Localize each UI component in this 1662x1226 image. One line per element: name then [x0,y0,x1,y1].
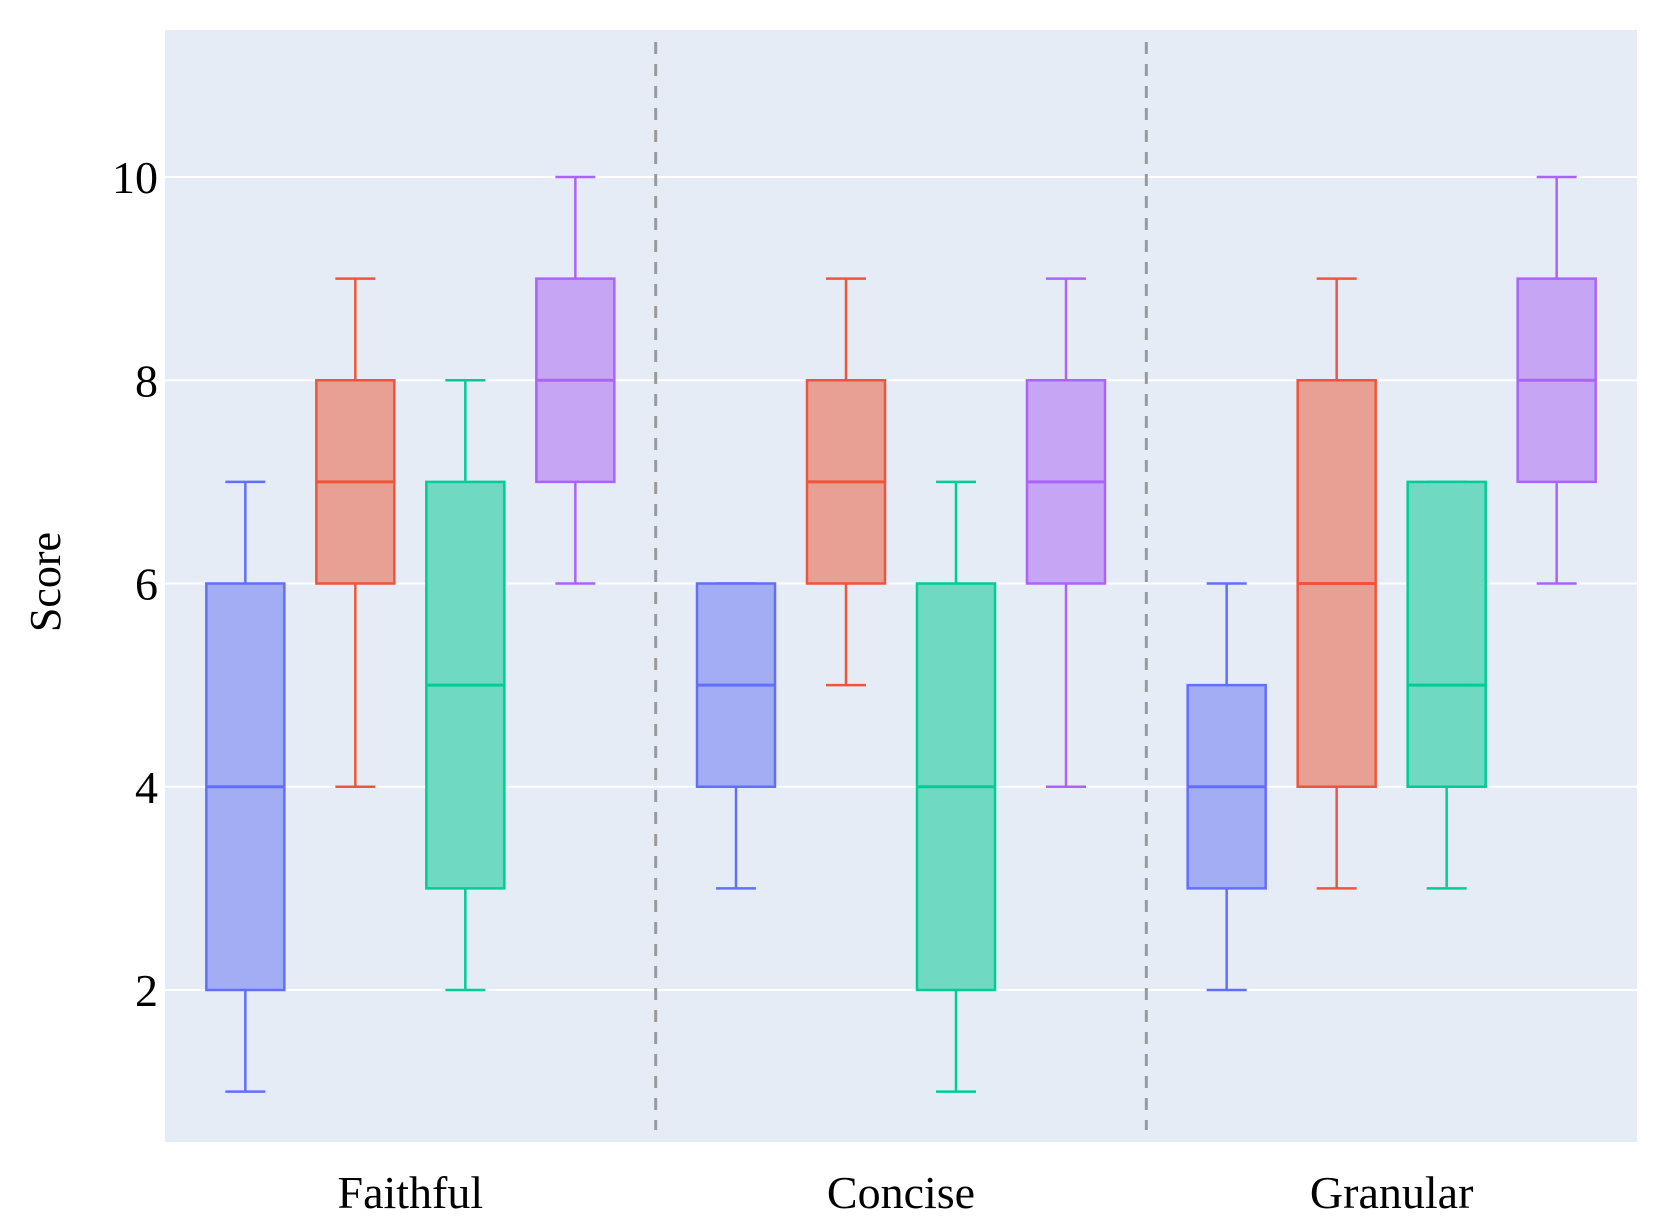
y-tick-label: 4 [135,762,158,813]
category-separators [654,42,1148,1130]
gridlines [165,176,1637,991]
box-granular-series-1 [1186,582,1267,992]
box-concise-series-2 [805,277,887,687]
y-tick-label: 2 [135,965,158,1016]
box-faithful-series-1 [205,480,286,1093]
y-axis-ticks: 2 4 6 8 10 [112,152,158,1016]
box-concise-series-1 [695,582,777,890]
y-tick-label: 8 [135,355,158,406]
x-axis-categories: Faithful Concise Granular [337,1167,1473,1218]
box-granular-series-3 [1406,480,1487,890]
iqr-box [1406,480,1487,788]
y-tick-label: 10 [112,152,158,203]
box-concise-series-4 [1025,277,1107,788]
y-tick-label: 6 [135,559,158,610]
y-axis-title: Score [21,532,70,632]
category-label-concise: Concise [827,1167,975,1218]
box-faithful-series-3 [425,379,506,992]
box-granular-series-4 [1516,175,1597,585]
category-label-granular: Granular [1310,1167,1473,1218]
category-label-faithful: Faithful [337,1167,483,1218]
box-faithful-series-2 [315,277,396,788]
box-concise-series-3 [915,480,997,1093]
plot-area-background [165,30,1637,1142]
box-faithful-series-4 [535,175,616,585]
boxes [205,175,1597,1093]
box-granular-series-2 [1296,277,1377,890]
